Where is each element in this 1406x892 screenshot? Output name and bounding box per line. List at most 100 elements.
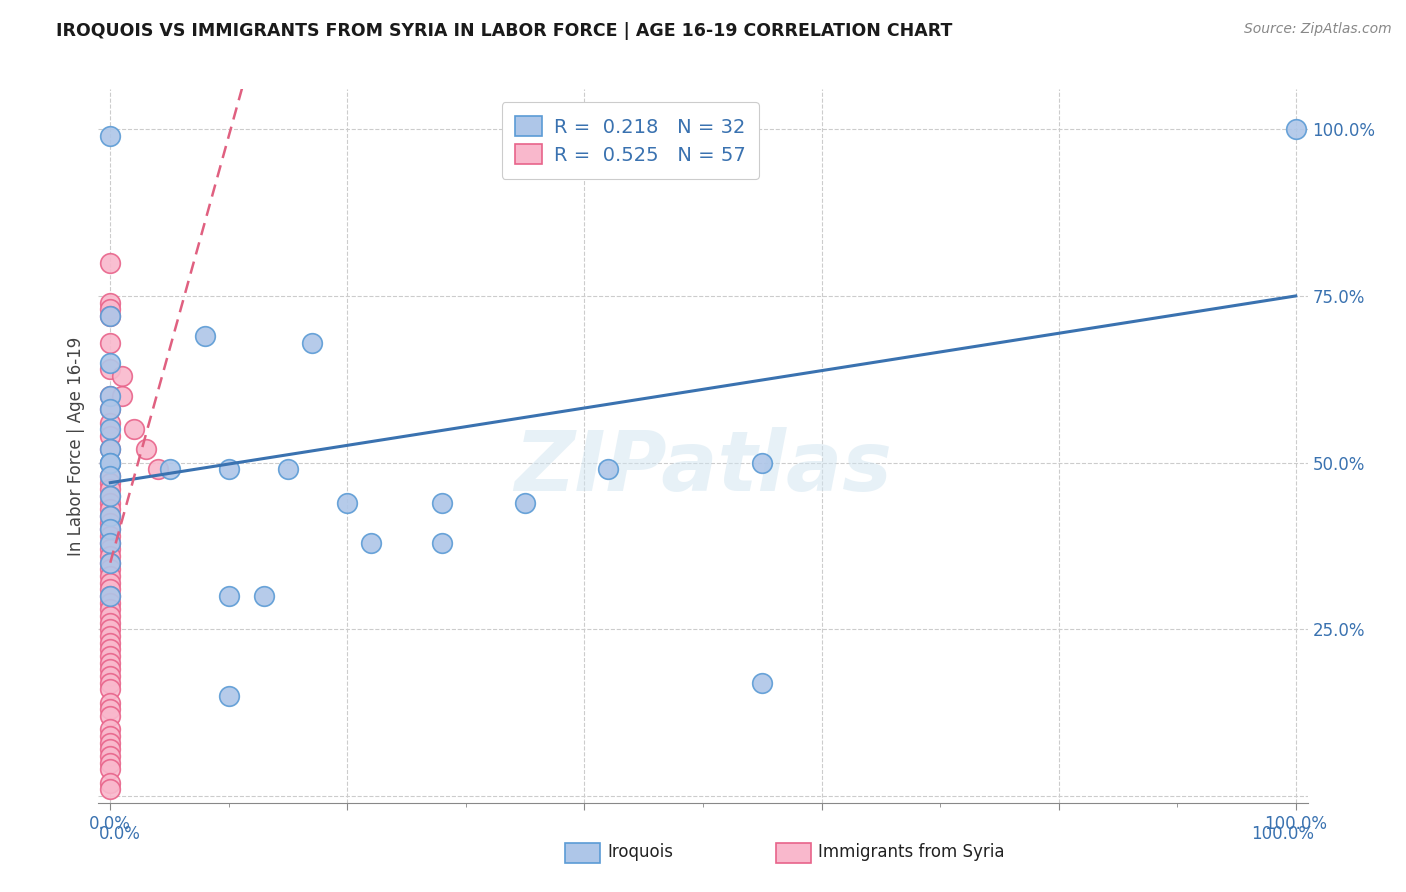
Point <box>432 535 454 549</box>
Point <box>98 389 121 403</box>
Point <box>98 696 121 710</box>
Point <box>218 689 240 703</box>
Point <box>360 535 382 549</box>
Point <box>98 556 121 570</box>
Point <box>98 529 121 543</box>
Point <box>98 402 121 417</box>
Point <box>301 335 323 350</box>
Point <box>98 389 121 403</box>
Point <box>98 562 121 576</box>
Text: IROQUOIS VS IMMIGRANTS FROM SYRIA IN LABOR FORCE | AGE 16-19 CORRELATION CHART: IROQUOIS VS IMMIGRANTS FROM SYRIA IN LAB… <box>56 22 953 40</box>
Point <box>218 462 240 476</box>
Point <box>98 416 121 430</box>
Point <box>98 309 121 323</box>
Point <box>98 756 121 770</box>
Point <box>98 535 121 549</box>
Point <box>146 462 169 476</box>
Point <box>98 469 121 483</box>
Point <box>98 549 121 563</box>
Point <box>98 442 121 457</box>
Point <box>336 496 359 510</box>
Text: Source: ZipAtlas.com: Source: ZipAtlas.com <box>1244 22 1392 37</box>
Point <box>98 596 121 610</box>
Point <box>98 675 121 690</box>
Text: 100.0%: 100.0% <box>1251 825 1315 843</box>
Point <box>432 496 454 510</box>
Point <box>98 729 121 743</box>
Point <box>98 742 121 756</box>
Point <box>98 429 121 443</box>
Point <box>98 662 121 676</box>
Point <box>98 623 121 637</box>
Point <box>98 483 121 497</box>
Point <box>98 422 121 436</box>
Point <box>98 589 121 603</box>
Text: 0.0%: 0.0% <box>98 825 141 843</box>
Point <box>111 389 134 403</box>
Point <box>98 656 121 670</box>
Point <box>751 675 773 690</box>
Point <box>98 749 121 764</box>
Text: ZIPatlas: ZIPatlas <box>515 427 891 508</box>
Point <box>98 763 121 777</box>
Point <box>98 522 121 536</box>
Point <box>1285 122 1308 136</box>
Point <box>98 522 121 536</box>
Point <box>98 575 121 590</box>
Point <box>98 356 121 370</box>
Point <box>98 402 121 417</box>
Point <box>98 516 121 530</box>
Point <box>253 589 276 603</box>
Point <box>111 368 134 383</box>
Point <box>98 589 121 603</box>
Point <box>218 589 240 603</box>
Point <box>98 776 121 790</box>
Point <box>98 489 121 503</box>
Point <box>98 682 121 697</box>
Point <box>98 295 121 310</box>
Point <box>98 456 121 470</box>
Point <box>98 669 121 683</box>
Point <box>98 535 121 549</box>
Point <box>98 736 121 750</box>
Point <box>159 462 181 476</box>
Point <box>98 629 121 643</box>
Y-axis label: In Labor Force | Age 16-19: In Labor Force | Age 16-19 <box>67 336 86 556</box>
Point <box>135 442 157 457</box>
Point <box>98 723 121 737</box>
Point <box>98 609 121 624</box>
Text: Immigrants from Syria: Immigrants from Syria <box>818 843 1005 861</box>
Point <box>598 462 620 476</box>
Point <box>98 582 121 597</box>
Point <box>98 302 121 317</box>
Point <box>98 556 121 570</box>
Point <box>98 602 121 616</box>
Point <box>98 255 121 269</box>
Point <box>98 128 121 143</box>
Point <box>98 309 121 323</box>
Text: Iroquois: Iroquois <box>607 843 673 861</box>
Point <box>98 456 121 470</box>
Point <box>98 502 121 516</box>
Point <box>98 702 121 716</box>
Point <box>194 329 217 343</box>
Point <box>98 456 121 470</box>
Point <box>98 509 121 524</box>
Point <box>98 642 121 657</box>
Point <box>98 542 121 557</box>
Point <box>98 469 121 483</box>
Point <box>98 615 121 630</box>
Point <box>98 636 121 650</box>
Point <box>98 442 121 457</box>
Point <box>277 462 299 476</box>
Point <box>98 362 121 376</box>
Point <box>98 709 121 723</box>
Point <box>515 496 537 510</box>
Point <box>98 475 121 490</box>
Point <box>98 496 121 510</box>
Point <box>98 569 121 583</box>
Point <box>98 509 121 524</box>
Point <box>98 649 121 664</box>
Point <box>122 422 145 436</box>
Legend: R =  0.218   N = 32, R =  0.525   N = 57: R = 0.218 N = 32, R = 0.525 N = 57 <box>502 103 759 178</box>
